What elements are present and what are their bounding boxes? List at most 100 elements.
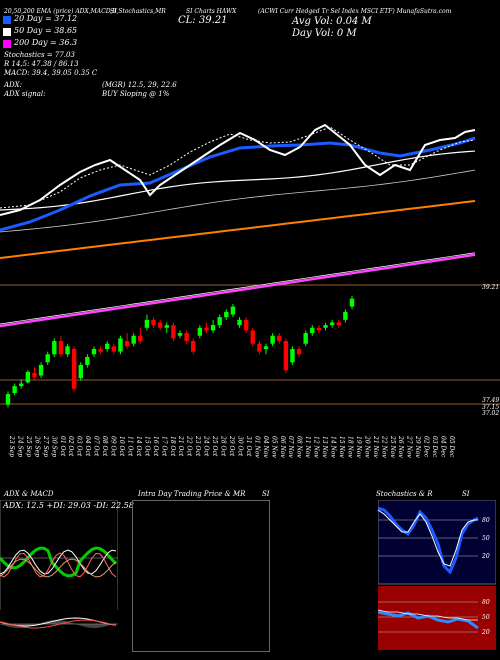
legend-ema20: 20 Day = 37.12: [14, 14, 78, 23]
date-tick-label: 21 Oct: [177, 435, 184, 457]
date-tick-label: 07 Oct: [93, 436, 100, 457]
date-tick-label: 25 Oct: [211, 435, 218, 457]
date-tick-label: 03 Oct: [76, 436, 83, 457]
candle-body: [283, 341, 289, 371]
legend-r-line: R 14,5: 47.38 / 86.13: [4, 60, 79, 68]
candle-body: [177, 333, 183, 336]
candle-body: [349, 298, 355, 307]
stochastics-panel: 80 50 20 80 50 20: [378, 500, 496, 650]
adx-white-line: [0, 549, 117, 575]
chart-title-left: 20,50,200 EMA (price) ADX,MACD,B: [4, 8, 117, 15]
candle-body: [91, 349, 97, 355]
legend-signal: BUY Sloping @ 1%: [102, 90, 170, 98]
candle-body: [270, 335, 275, 344]
candle-body: [98, 349, 103, 352]
mr-white-line: [378, 609, 478, 621]
intraday-panel-title: Intra Day Trading Price & MR: [138, 490, 246, 498]
candle-body: [19, 383, 24, 387]
date-tick-label: 03 Dec: [431, 436, 438, 458]
candle-body: [310, 327, 315, 334]
date-tick-label: 08 Nov: [296, 436, 303, 458]
ema20-swatch: [3, 16, 11, 24]
ema200-swatch: [3, 40, 11, 48]
ema-orange-line: [0, 200, 476, 259]
date-tick-label: 05 Dec: [448, 436, 455, 458]
candle-body: [217, 317, 222, 326]
candle-body: [250, 330, 255, 344]
date-tick-label: 12 Nov: [313, 436, 320, 458]
candle-body: [151, 319, 156, 326]
close-label: CL: 39.21: [178, 15, 228, 26]
candle-body: [257, 343, 262, 352]
mr-tick-label: 80: [482, 599, 490, 606]
date-tick-label: 11 Oct: [126, 436, 133, 457]
candle-body: [157, 322, 163, 328]
candle-body: [191, 341, 196, 352]
candle-body: [5, 394, 11, 405]
ema50-swatch: [3, 28, 11, 36]
candle-body: [12, 386, 17, 394]
candle-body: [343, 311, 348, 320]
candle-body: [303, 333, 308, 344]
date-tick-label: 13 Nov: [321, 436, 328, 458]
date-tick-label: 01 Oct: [59, 436, 66, 457]
legend-adx-signal: ADX signal:: [4, 90, 46, 98]
candle-body: [230, 306, 236, 315]
intraday-panel-si: SI: [262, 490, 270, 498]
date-tick-label: 23 Oct: [194, 435, 201, 457]
date-tick-label: 08 Oct: [101, 436, 108, 457]
date-tick-label: 25 Sep: [25, 435, 32, 457]
legend-ema200: 200 Day = 36.3: [14, 38, 78, 47]
candle-body: [111, 346, 117, 352]
ema-200-line: [0, 253, 476, 328]
mr-tick-label: 50: [482, 614, 490, 621]
price-close-line: [0, 123, 476, 216]
date-tick-label: 24 Oct: [203, 435, 210, 457]
candle-body: [52, 341, 57, 355]
price-label-low3: 37.02: [482, 410, 500, 417]
candle-body: [316, 327, 322, 331]
intraday-panel: [132, 500, 270, 652]
adx-values: ADX: 12.5 +DI: 29.03 -DI: 22.58: [3, 501, 134, 510]
date-tick-label: 28 Oct: [220, 435, 227, 457]
date-tick-label: 15 Nov: [338, 436, 345, 458]
date-tick-label: 29 Oct: [228, 435, 235, 457]
date-tick-label: 24 Sep: [16, 435, 23, 457]
date-tick-label: 18 Oct: [169, 436, 176, 457]
candle-body: [164, 325, 169, 328]
adx-red-line: [0, 552, 117, 578]
date-tick-label: 02 Dec: [423, 436, 430, 458]
adx-panel: [0, 500, 118, 650]
date-axis: 23 Sep 24 Sep 25 Sep 26 Sep 27 Sep 30 Sep 01 O…: [8, 435, 455, 458]
date-tick-label: 30 Sep: [50, 436, 57, 457]
candle-body: [25, 371, 31, 383]
stoch-panel-title: Stochastics & R: [376, 490, 433, 498]
stoch-frame: [378, 500, 496, 585]
adx-panel-title: ADX & MACD: [4, 490, 54, 498]
candle-body: [243, 319, 249, 331]
ema-20-line: [0, 136, 476, 232]
candle-body: [224, 311, 229, 318]
price-label-top: 39.21: [482, 284, 500, 291]
candle-body: [237, 319, 242, 326]
day-volume: Day Vol: 0 M: [292, 28, 357, 39]
legend-ema50: 50 Day = 38.65: [14, 26, 78, 35]
candle-body: [171, 325, 176, 339]
price-label-low1: 37.49: [482, 397, 500, 404]
chart-title-right: (ACWI Curr Hedged Tr Sel Index MSCI ETF)…: [258, 8, 452, 15]
candle-body: [131, 335, 136, 344]
candle-body: [184, 333, 189, 342]
date-tick-label: 07 Nov: [287, 436, 294, 458]
stoch-panel-si: SI: [462, 490, 470, 498]
date-tick-label: 27 Sep: [42, 435, 49, 457]
avg-volume: Avg Vol: 0.04 M: [292, 16, 372, 27]
candle-body: [118, 338, 123, 352]
date-tick-label: 11 Nov: [304, 436, 311, 458]
candle-body: [85, 356, 90, 365]
legend-adx: ADX:: [4, 81, 23, 89]
candle-body: [124, 341, 130, 347]
stoch-tick-label: 50: [482, 535, 490, 542]
candle-body: [32, 372, 37, 378]
legend-macd: MACD: 39.4, 39.05 0.35 C: [4, 69, 98, 77]
date-tick-label: 22 Nov: [380, 435, 387, 458]
